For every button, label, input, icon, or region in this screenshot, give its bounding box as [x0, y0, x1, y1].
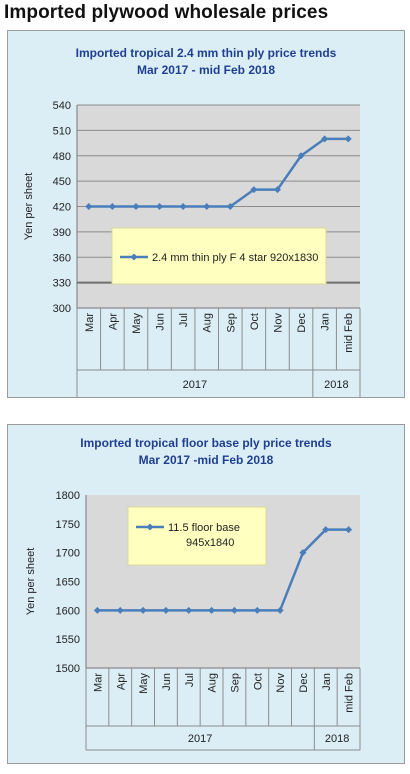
x-tick-label: Mar [92, 673, 104, 692]
x-tick-label: Apr [115, 673, 127, 690]
data-point [108, 203, 116, 210]
data-point [297, 152, 305, 160]
data-point [230, 606, 238, 614]
y-tick-label: 480 [53, 151, 71, 163]
y-tick-label: 1500 [56, 663, 80, 675]
x-tick-label: Sep [229, 673, 241, 693]
legend-label: 2.4 mm thin ply F 4 star 920x1830 [152, 252, 318, 264]
y-tick-label: 1650 [56, 577, 80, 589]
page-title: Imported plywood wholesale prices [4, 2, 329, 23]
y-axis-title: Yen per sheet [25, 548, 37, 615]
series-line [88, 137, 349, 208]
data-point [85, 203, 93, 210]
year-label: 2017 [183, 379, 207, 391]
y-tick-label: 1800 [56, 490, 80, 502]
x-tick-label: May [138, 673, 150, 694]
x-tick-label: Jun [155, 313, 167, 331]
x-tick-label: Sep [225, 313, 237, 333]
x-tick-label: mid Feb [343, 313, 355, 353]
data-point [156, 203, 164, 210]
x-tick-label: Jun [161, 673, 173, 691]
legend-box [127, 506, 267, 566]
chart-title: Imported tropical 2.4 mm thin ply price … [8, 45, 404, 79]
data-point [208, 606, 216, 614]
data-point [179, 203, 187, 210]
x-tick-label: Mar [84, 313, 96, 332]
y-tick-label: 1750 [56, 519, 80, 531]
y-axis-title: Yen per sheet [23, 173, 35, 240]
y-tick-label: 300 [53, 303, 71, 315]
x-tick-label: Oct [252, 673, 264, 690]
y-tick-label: 360 [53, 252, 71, 264]
y-tick-label: 510 [53, 125, 71, 137]
x-tick-label: Nov [275, 673, 287, 693]
x-tick-label: Aug [207, 673, 219, 693]
data-point [162, 606, 170, 614]
data-point [345, 526, 353, 534]
data-point [344, 135, 352, 143]
chart-subtitle-line: Mar 2017 - mid Feb 2018 [136, 63, 276, 77]
legend-marker [146, 523, 154, 531]
y-tick-label: 1700 [56, 548, 80, 560]
data-point [276, 606, 284, 614]
floor-base-price-chart: 1500 1550 1600 1650 1700 1750 1800 Yen per shee… [25, 490, 361, 751]
y-tick-label: 330 [53, 278, 71, 290]
data-point [299, 549, 307, 557]
legend-marker [130, 253, 138, 261]
x-tick-label: Apr [107, 313, 119, 330]
legend-label: 945x1840 [186, 537, 234, 549]
chart-title-line: Imported tropical 2.4 mm thin ply price … [75, 46, 337, 60]
series-line [97, 528, 349, 612]
data-point [250, 186, 258, 194]
x-tick-label: Nov [272, 313, 284, 333]
x-tick-label: Jul [178, 313, 190, 327]
legend-label: 11.5 floor base [168, 522, 240, 534]
data-point [93, 606, 101, 614]
data-point [203, 203, 211, 210]
data-point [273, 186, 281, 194]
chart-title-line: Imported tropical floor base ply price t… [80, 436, 332, 450]
year-label: 2018 [325, 733, 349, 745]
data-point [321, 135, 329, 143]
thin-ply-chart-panel: Imported tropical 2.4 mm thin ply price … [7, 30, 405, 398]
y-tick-label: 390 [53, 227, 71, 239]
x-tick-label: Jan [321, 673, 333, 691]
y-tick-label: 420 [53, 202, 71, 214]
data-point [116, 606, 124, 614]
chart-subtitle-line: Mar 2017 -mid Feb 2018 [138, 453, 274, 467]
data-point [253, 606, 261, 614]
x-tick-label: Dec [296, 313, 308, 333]
floor-base-chart-panel: Imported tropical floor base ply price t… [7, 424, 405, 764]
year-label: 2017 [188, 733, 212, 745]
data-point [139, 606, 147, 614]
x-tick-label: Jan [320, 313, 332, 331]
x-tick-label: Jul [184, 673, 196, 687]
y-tick-label: 450 [53, 176, 71, 188]
year-label: 2018 [324, 379, 348, 391]
thin-ply-price-chart: 300 330 360 390 420 450 480 510 540 Yen per sheet… [23, 100, 361, 397]
x-tick-label: Aug [202, 313, 214, 333]
y-tick-label: 1600 [56, 605, 80, 617]
data-point [132, 203, 140, 210]
data-point [185, 606, 193, 614]
y-tick-label: 540 [53, 100, 71, 112]
data-point [322, 526, 330, 534]
y-tick-label: 1550 [56, 634, 80, 646]
x-tick-label: May [131, 313, 143, 334]
data-point [226, 203, 234, 210]
x-tick-label: Dec [298, 673, 310, 693]
x-tick-label: mid Feb [344, 673, 356, 713]
chart-title: Imported tropical floor base ply price t… [8, 435, 404, 469]
x-tick-label: Oct [249, 313, 261, 330]
